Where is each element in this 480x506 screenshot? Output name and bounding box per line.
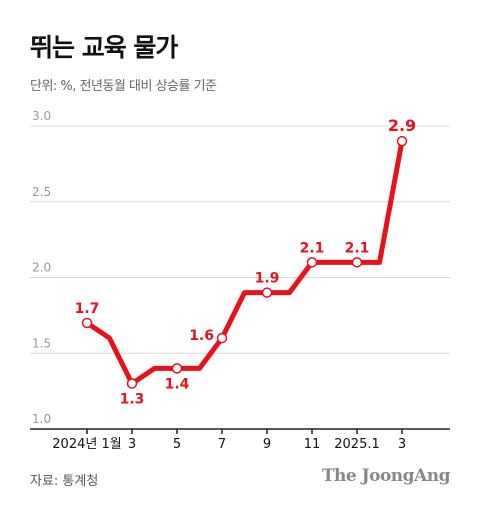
x-tick-label: 3 <box>128 437 136 452</box>
x-tick-label: 2024년 1월 <box>52 437 121 452</box>
x-tick-label: 7 <box>218 437 226 452</box>
y-tick-label: 2.0 <box>32 261 51 275</box>
y-tick-label: 3.0 <box>32 109 51 123</box>
x-tick-label: 2025.1 <box>334 437 380 452</box>
unit-subtitle: 단위: %, 전년동월 대비 상승률 기준 <box>30 79 217 94</box>
data-point-marker <box>126 378 138 389</box>
data-label: 2.1 <box>300 240 325 256</box>
data-point-marker <box>216 332 228 344</box>
data-point-marker <box>171 363 183 374</box>
data-label: 1.3 <box>120 392 145 408</box>
publisher-logo: The JoongAng <box>321 466 451 486</box>
y-tick-label: 1.5 <box>32 336 51 350</box>
x-tick-label: 11 <box>304 437 321 452</box>
data-point-marker <box>351 257 363 268</box>
y-tick-label: 2.5 <box>32 185 51 199</box>
x-tick-label: 9 <box>263 437 271 452</box>
y-tick-label: 1.0 <box>32 412 51 426</box>
data-point-marker <box>261 287 273 298</box>
source-note: 자료: 통계청 <box>30 474 99 489</box>
x-tick-label: 5 <box>173 437 181 452</box>
data-point-marker <box>306 257 318 268</box>
data-label: 1.7 <box>75 301 100 317</box>
data-label: 1.6 <box>189 328 214 344</box>
data-point-marker <box>396 135 408 147</box>
data-label: 1.4 <box>165 376 190 392</box>
series-line <box>84 138 405 387</box>
data-label: 2.9 <box>388 116 416 135</box>
x-tick-label: 3 <box>398 437 406 452</box>
data-point-marker <box>81 317 93 329</box>
page-title: 뛰는 교육 물가 <box>30 33 178 62</box>
data-label: 2.1 <box>345 240 370 256</box>
data-label: 1.9 <box>255 271 280 287</box>
